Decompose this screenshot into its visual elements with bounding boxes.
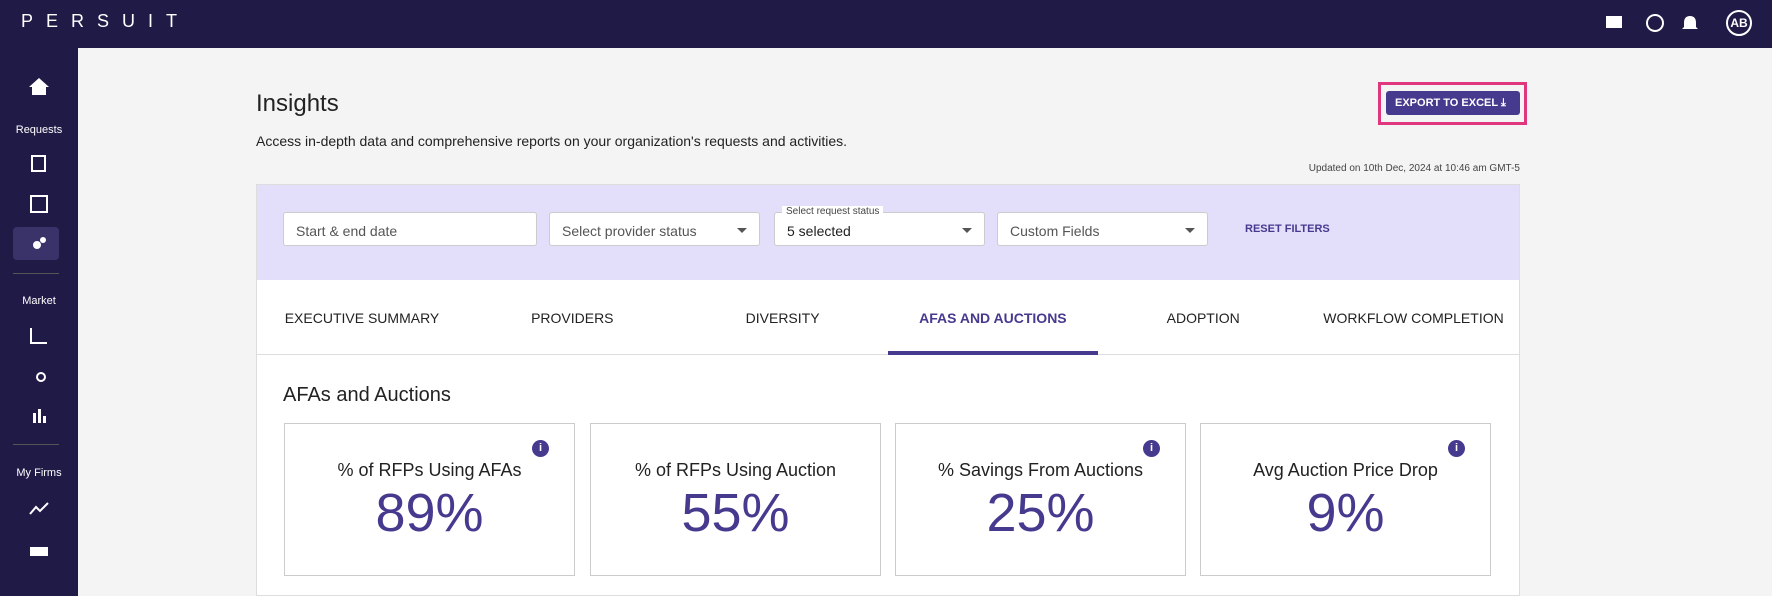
tab[interactable]: PROVIDERS xyxy=(467,280,677,355)
metric-value: 9% xyxy=(1201,482,1490,544)
select-value: 5 selected xyxy=(787,223,851,239)
metric-value: 89% xyxy=(285,482,574,544)
request-icon[interactable] xyxy=(27,153,51,173)
export-button[interactable]: EXPORT TO EXCEL ⤓ xyxy=(1386,91,1520,115)
page-subtitle: Access in-depth data and comprehensive r… xyxy=(256,133,847,149)
select-label: Select request status xyxy=(782,206,883,217)
chat-icon[interactable] xyxy=(1606,16,1622,28)
calendar-icon[interactable] xyxy=(27,193,51,213)
metric-value: 55% xyxy=(591,482,880,544)
sidebar-section: Requests xyxy=(0,124,78,136)
chart-icon[interactable] xyxy=(27,325,51,345)
help-icon[interactable] xyxy=(1647,15,1663,31)
trend-icon[interactable] xyxy=(27,498,51,518)
section-title: AFAs and Auctions xyxy=(283,384,451,407)
select-text: Custom Fields xyxy=(1010,223,1099,239)
brand[interactable]: PERSUIT xyxy=(21,11,190,32)
home-icon[interactable] xyxy=(27,76,51,96)
divider xyxy=(13,444,59,445)
metric-label: % of RFPs Using AFAs xyxy=(285,460,574,481)
export-label: EXPORT TO EXCEL xyxy=(1395,97,1498,109)
page-title: Insights xyxy=(256,90,339,118)
sidebar: Requests Market My Firms xyxy=(0,48,78,596)
metric-card: % of RFPs Using Auction55% xyxy=(590,423,881,576)
provider-status-select[interactable]: Select provider status xyxy=(549,212,760,246)
tab[interactable]: EXECUTIVE SUMMARY xyxy=(257,280,467,355)
metric-value: 25% xyxy=(896,482,1185,544)
custom-fields-select[interactable]: Custom Fields xyxy=(997,212,1208,246)
sidebar-section: Market xyxy=(0,295,78,307)
avatar[interactable]: AB xyxy=(1726,10,1752,36)
header-icons xyxy=(1604,13,1724,35)
reset-filters[interactable]: RESET FILTERS xyxy=(1245,223,1330,235)
search-icon[interactable] xyxy=(27,365,51,385)
metric-card: Avg Auction Price Drop9% i xyxy=(1200,423,1491,576)
metric-card: % of RFPs Using AFAs89% i xyxy=(284,423,575,576)
metric-card: % Savings From Auctions25% i xyxy=(895,423,1186,576)
date-field[interactable]: Start & end date xyxy=(283,212,537,246)
updated-text: Updated on 10th Dec, 2024 at 10:46 am GM… xyxy=(1309,163,1520,174)
metric-label: Avg Auction Price Drop xyxy=(1201,460,1490,481)
info-icon[interactable]: i xyxy=(1143,440,1160,457)
sidebar-section: My Firms xyxy=(0,467,78,479)
select-text: Select provider status xyxy=(562,223,697,239)
tab[interactable]: AFAS AND AUCTIONS xyxy=(888,280,1098,355)
tab[interactable]: WORKFLOW COMPLETION xyxy=(1309,280,1519,355)
divider xyxy=(13,273,59,274)
tab[interactable]: DIVERSITY xyxy=(678,280,888,355)
tab-indicator xyxy=(888,351,1098,355)
bell-icon[interactable] xyxy=(1682,16,1698,29)
firm-icon[interactable] xyxy=(27,538,51,558)
info-icon[interactable]: i xyxy=(532,440,549,457)
info-icon[interactable]: i xyxy=(1448,440,1465,457)
top-bar: PERSUIT AB xyxy=(0,0,1772,48)
metric-label: % of RFPs Using Auction xyxy=(591,460,880,481)
bar-icon[interactable] xyxy=(27,405,51,425)
request-status-select[interactable]: 5 selected xyxy=(774,212,985,246)
tab[interactable]: ADOPTION xyxy=(1098,280,1308,355)
insights-icon[interactable] xyxy=(27,233,51,253)
metric-label: % Savings From Auctions xyxy=(896,460,1185,481)
